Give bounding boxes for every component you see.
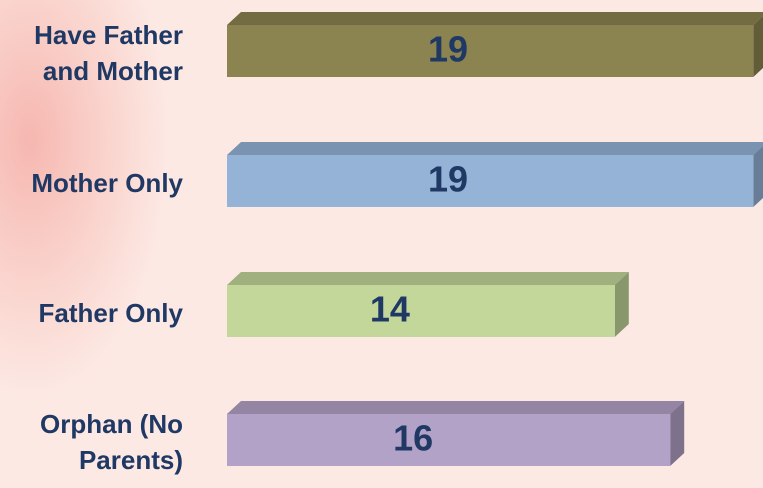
bar-top xyxy=(227,272,629,285)
data-label: 19 xyxy=(428,29,468,70)
data-label: 14 xyxy=(370,289,410,330)
bar-top xyxy=(227,401,685,414)
bar xyxy=(227,414,671,466)
bar xyxy=(227,25,754,77)
category-label: Have Father and Mother xyxy=(34,20,183,86)
bar-top xyxy=(227,12,763,25)
bar-top xyxy=(227,142,763,155)
category-label: Father Only xyxy=(38,298,183,328)
category-label: Mother Only xyxy=(31,168,183,198)
bar xyxy=(227,155,754,207)
bar-side xyxy=(670,401,685,466)
category-label: Orphan (No Parents) xyxy=(40,409,183,475)
bar-side xyxy=(614,272,629,337)
data-label: 16 xyxy=(393,418,433,459)
data-label: 19 xyxy=(428,159,468,200)
bar-side xyxy=(753,15,763,77)
bar xyxy=(227,285,615,337)
bar-side xyxy=(753,145,763,207)
